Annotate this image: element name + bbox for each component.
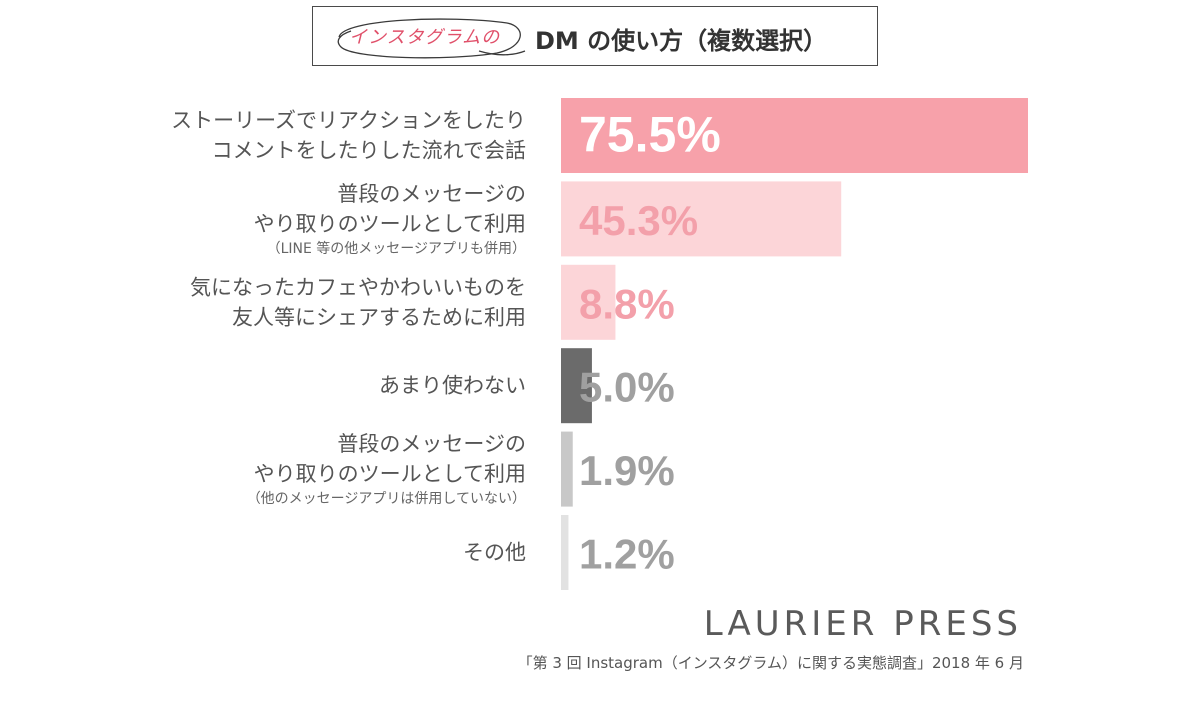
chart-title: DM の使い方（複数選択） — [535, 27, 828, 55]
category-label-5-line-2: やり取りのツールとして利用 — [254, 462, 526, 486]
category-label-3-line-2: 友人等にシェアするために利用 — [232, 305, 526, 329]
category-label-5-line-1: 普段のメッセージの — [337, 432, 526, 456]
bar-4 — [561, 348, 592, 424]
bar-3 — [561, 264, 616, 340]
brand-logo: LAURIER PRESS — [703, 604, 1022, 644]
value-label-1: 75.5% — [579, 107, 721, 163]
bar-5 — [561, 431, 573, 507]
bar-1 — [561, 98, 1028, 173]
category-label-3-line-1: 気になったカフェやかわいいものを — [190, 275, 526, 299]
source-note: 「第 3 回 Instagram（インスタグラム）に関する実態調査」2018 年… — [517, 654, 1024, 672]
value-label-2: 45.3% — [579, 197, 698, 244]
value-label-5: 1.9% — [579, 447, 675, 494]
category-label-2-line-1: 普段のメッセージの — [337, 182, 526, 206]
category-note-2: （LINE 等の他メッセージアプリも併用） — [267, 240, 526, 257]
category-note-5: （他のメッセージアプリは併用していない） — [247, 491, 526, 507]
value-label-6: 1.2% — [579, 531, 675, 578]
category-label-1-line-1: ストーリーズでリアクションをしたり — [171, 109, 526, 133]
value-label-3: 8.8% — [579, 280, 675, 327]
value-label-4: 5.0% — [579, 364, 675, 411]
category-label-4-line-1: あまり使わない — [379, 374, 526, 398]
bar-6 — [561, 515, 569, 590]
bar-2 — [561, 181, 842, 257]
chart-title-box: インスタグラムの DM の使い方（複数選択） — [312, 6, 878, 66]
category-label-6-line-1: その他 — [463, 541, 526, 565]
chart-title-prefix: インスタグラムの — [349, 27, 501, 48]
category-label-1-line-2: コメントをしたりした流れで会話 — [212, 139, 526, 163]
title-oval-decoration — [337, 18, 526, 59]
category-label-2-line-2: やり取りのツールとして利用 — [254, 212, 526, 236]
